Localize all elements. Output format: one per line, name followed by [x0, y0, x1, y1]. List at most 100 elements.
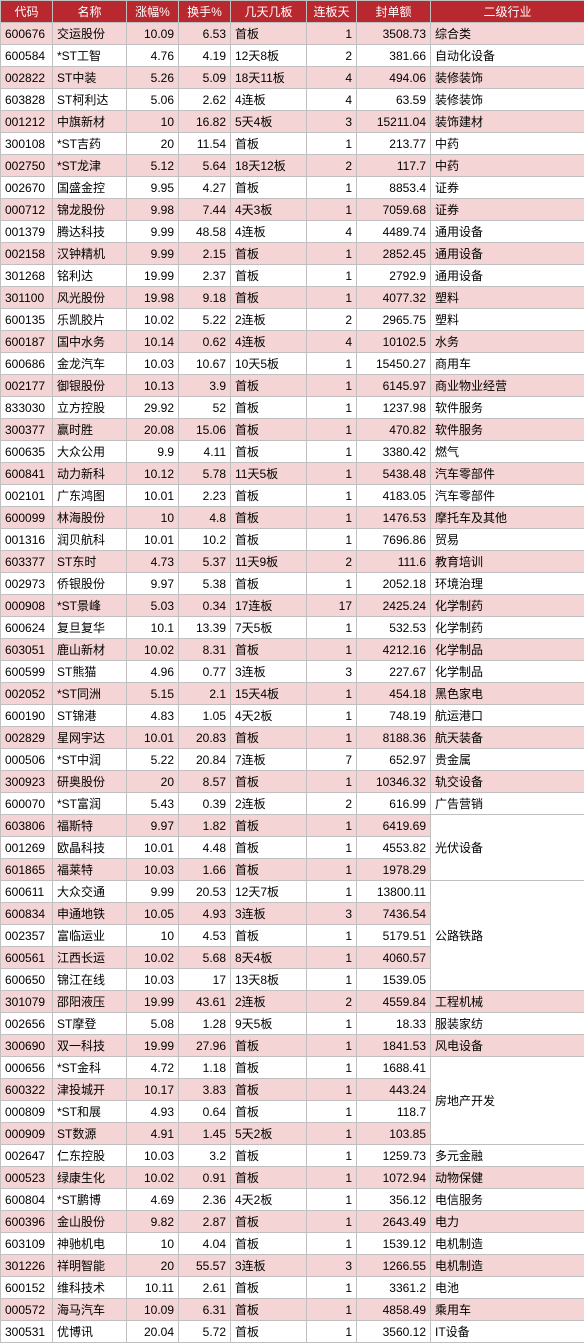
cell-days: 首板	[231, 837, 307, 859]
cell-seal: 6419.69	[357, 815, 431, 837]
cell-streak: 1	[307, 1277, 357, 1299]
cell-turnover: 4.8	[179, 507, 231, 529]
cell-streak: 1	[307, 727, 357, 749]
cell-days: 3连板	[231, 903, 307, 925]
cell-streak: 1	[307, 837, 357, 859]
cell-code: 001269	[1, 837, 53, 859]
cell-days: 8天4板	[231, 947, 307, 969]
cell-seal: 381.66	[357, 45, 431, 67]
cell-days: 5天2板	[231, 1123, 307, 1145]
cell-streak: 1	[307, 287, 357, 309]
cell-industry: 电池	[431, 1277, 584, 1299]
cell-name: 大众公用	[53, 441, 127, 463]
cell-turnover: 5.78	[179, 463, 231, 485]
table-row: 000656*ST金科4.721.18首板11688.41房地产开发	[1, 1057, 584, 1079]
cell-seal: 4553.82	[357, 837, 431, 859]
cell-seal: 227.67	[357, 661, 431, 683]
cell-name: 御银股份	[53, 375, 127, 397]
cell-turnover: 4.11	[179, 441, 231, 463]
cell-code: 001316	[1, 529, 53, 551]
cell-streak: 1	[307, 485, 357, 507]
cell-days: 首板	[231, 441, 307, 463]
cell-seal: 7059.68	[357, 199, 431, 221]
table-row: 002829星网宇达10.0120.83首板18188.36航天装备	[1, 727, 584, 749]
cell-turnover: 5.72	[179, 1321, 231, 1343]
cell-code: 600187	[1, 331, 53, 353]
cell-code: 002357	[1, 925, 53, 947]
cell-code: 600561	[1, 947, 53, 969]
cell-industry: 通用设备	[431, 221, 584, 243]
cell-streak: 3	[307, 1255, 357, 1277]
cell-code: 002647	[1, 1145, 53, 1167]
cell-days: 7天5板	[231, 617, 307, 639]
cell-streak: 2	[307, 793, 357, 815]
cell-code: 600804	[1, 1189, 53, 1211]
cell-industry: 证券	[431, 177, 584, 199]
cell-days: 首板	[231, 815, 307, 837]
cell-streak: 1	[307, 463, 357, 485]
col-header-2: 涨幅%	[127, 1, 179, 23]
cell-industry: 风电设备	[431, 1035, 584, 1057]
cell-code: 600624	[1, 617, 53, 639]
cell-code: 002670	[1, 177, 53, 199]
cell-days: 首板	[231, 925, 307, 947]
table-row: 002177御银股份10.133.9首板16145.97商业物业经营	[1, 375, 584, 397]
cell-code: 000908	[1, 595, 53, 617]
cell-turnover: 0.39	[179, 793, 231, 815]
cell-days: 首板	[231, 639, 307, 661]
cell-rise: 10.01	[127, 529, 179, 551]
cell-turnover: 52	[179, 397, 231, 419]
col-header-4: 几天几板	[231, 1, 307, 23]
cell-streak: 1	[307, 859, 357, 881]
cell-name: 国盛金控	[53, 177, 127, 199]
cell-days: 3连板	[231, 1255, 307, 1277]
cell-name: 研奥股份	[53, 771, 127, 793]
table-row: 001212中旗新材1016.825天4板315211.04装饰建材	[1, 111, 584, 133]
cell-seal: 470.82	[357, 419, 431, 441]
cell-industry: 综合类	[431, 23, 584, 45]
cell-name: *ST龙津	[53, 155, 127, 177]
cell-rise: 4.69	[127, 1189, 179, 1211]
table-body: 600676交运股份10.096.53首板13508.73综合类600584*S…	[1, 23, 584, 1343]
cell-turnover: 5.09	[179, 67, 231, 89]
cell-turnover: 7.44	[179, 199, 231, 221]
cell-code: 002052	[1, 683, 53, 705]
cell-turnover: 2.36	[179, 1189, 231, 1211]
cell-industry: 广告营销	[431, 793, 584, 815]
cell-seal: 3361.2	[357, 1277, 431, 1299]
col-header-0: 代码	[1, 1, 53, 23]
cell-turnover: 8.57	[179, 771, 231, 793]
table-row: 300377赢时胜20.0815.06首板1470.82软件服务	[1, 419, 584, 441]
cell-days: 首板	[231, 265, 307, 287]
cell-streak: 1	[307, 177, 357, 199]
cell-days: 首板	[231, 771, 307, 793]
cell-seal: 1841.53	[357, 1035, 431, 1057]
cell-days: 首板	[231, 23, 307, 45]
cell-turnover: 11.54	[179, 133, 231, 155]
cell-streak: 3	[307, 903, 357, 925]
cell-streak: 1	[307, 639, 357, 661]
cell-rise: 9.9	[127, 441, 179, 463]
cell-rise: 10.01	[127, 837, 179, 859]
cell-rise: 4.91	[127, 1123, 179, 1145]
cell-name: 中旗新材	[53, 111, 127, 133]
cell-seal: 213.77	[357, 133, 431, 155]
cell-industry: 化学制品	[431, 639, 584, 661]
cell-turnover: 10.2	[179, 529, 231, 551]
cell-industry: 动物保健	[431, 1167, 584, 1189]
cell-days: 首板	[231, 1211, 307, 1233]
cell-streak: 1	[307, 441, 357, 463]
cell-turnover: 4.27	[179, 177, 231, 199]
cell-streak: 7	[307, 749, 357, 771]
cell-days: 4连板	[231, 89, 307, 111]
table-row: 603109神驰机电104.04首板11539.12电机制造	[1, 1233, 584, 1255]
cell-rise: 10.03	[127, 353, 179, 375]
cell-code: 600650	[1, 969, 53, 991]
cell-industry: 电机制造	[431, 1255, 584, 1277]
cell-days: 首板	[231, 1233, 307, 1255]
cell-industry: 电机制造	[431, 1233, 584, 1255]
cell-rise: 9.99	[127, 221, 179, 243]
cell-seal: 1539.12	[357, 1233, 431, 1255]
cell-streak: 1	[307, 353, 357, 375]
cell-seal: 443.24	[357, 1079, 431, 1101]
